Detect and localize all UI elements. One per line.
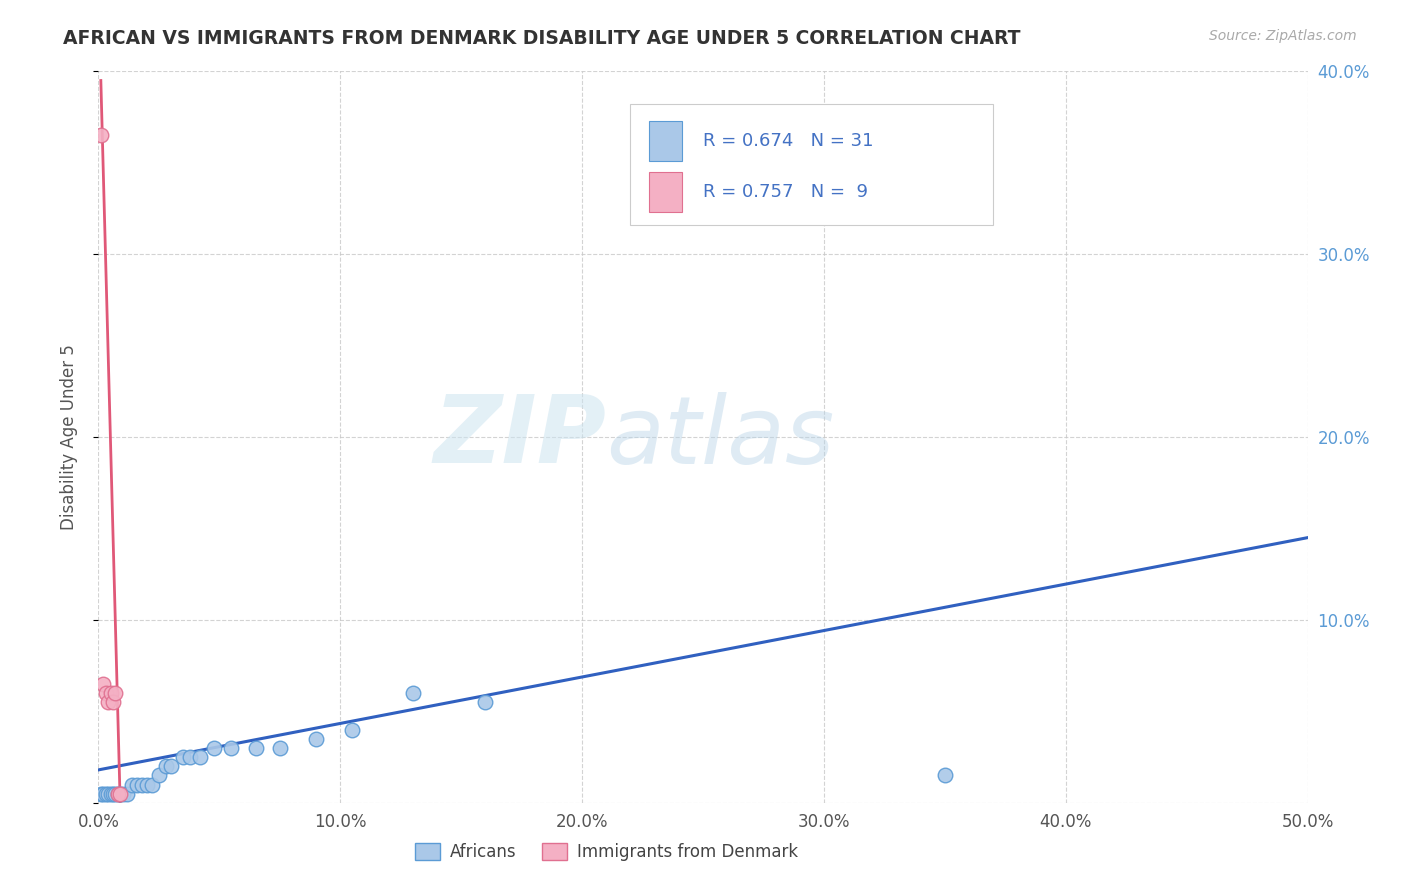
Point — [204, 740, 226, 755]
Point — [179, 750, 201, 764]
Point — [90, 787, 112, 801]
Text: AFRICAN VS IMMIGRANTS FROM DENMARK DISABILITY AGE UNDER 5 CORRELATION CHART: AFRICAN VS IMMIGRANTS FROM DENMARK DISAB… — [63, 29, 1021, 48]
Y-axis label: Disability Age Under 5: Disability Age Under 5 — [59, 344, 77, 530]
Point — [148, 768, 170, 782]
Point — [100, 686, 122, 700]
Point — [90, 128, 112, 143]
Point — [127, 778, 149, 792]
Point — [91, 677, 114, 691]
Point — [245, 740, 267, 755]
Legend: Africans, Immigrants from Denmark: Africans, Immigrants from Denmark — [408, 836, 804, 868]
Point — [221, 740, 243, 755]
Point — [91, 787, 114, 801]
FancyBboxPatch shape — [630, 104, 993, 225]
FancyBboxPatch shape — [648, 120, 682, 161]
Text: atlas: atlas — [606, 392, 835, 483]
Point — [402, 686, 425, 700]
Point — [188, 750, 211, 764]
Point — [108, 787, 131, 801]
Point — [160, 759, 183, 773]
Point — [934, 768, 956, 782]
Text: Source: ZipAtlas.com: Source: ZipAtlas.com — [1209, 29, 1357, 44]
Point — [101, 787, 124, 801]
Point — [104, 787, 127, 801]
Point — [141, 778, 163, 792]
Point — [104, 686, 127, 700]
Point — [135, 778, 157, 792]
Point — [269, 740, 291, 755]
Point — [342, 723, 364, 737]
Text: R = 0.674   N = 31: R = 0.674 N = 31 — [703, 132, 873, 150]
Point — [107, 787, 129, 801]
Point — [100, 787, 122, 801]
Point — [131, 778, 153, 792]
Point — [155, 759, 177, 773]
Point — [101, 695, 124, 709]
Point — [108, 787, 131, 801]
Point — [117, 787, 139, 801]
Text: ZIP: ZIP — [433, 391, 606, 483]
Point — [474, 695, 496, 709]
Point — [121, 778, 143, 792]
Text: R = 0.757   N =  9: R = 0.757 N = 9 — [703, 183, 868, 201]
Point — [94, 686, 117, 700]
Point — [305, 731, 328, 746]
Point — [94, 787, 117, 801]
Point — [97, 787, 120, 801]
FancyBboxPatch shape — [648, 172, 682, 212]
Point — [111, 787, 134, 801]
Point — [172, 750, 194, 764]
Point — [107, 787, 129, 801]
Point — [97, 695, 120, 709]
